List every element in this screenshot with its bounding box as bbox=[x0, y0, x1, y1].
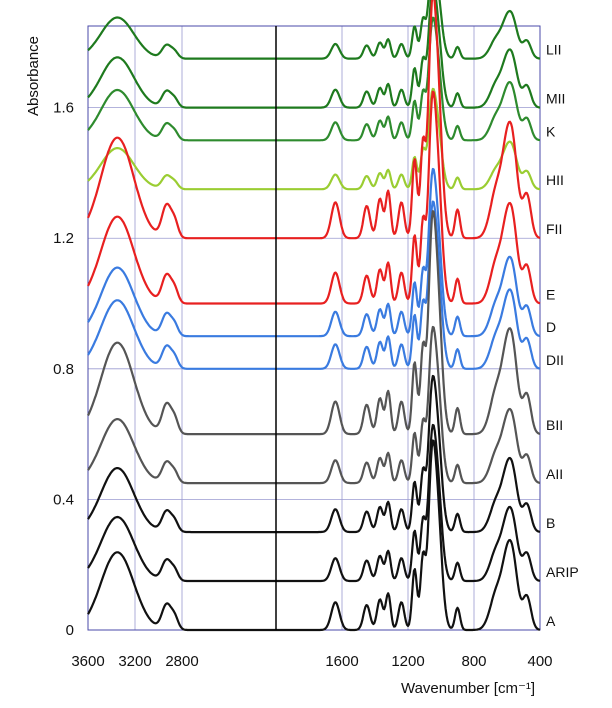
series-line-aii bbox=[87, 325, 541, 485]
series-label-bii: BII bbox=[546, 417, 563, 433]
y-tick-label: 0.8 bbox=[53, 361, 74, 378]
grid bbox=[88, 26, 540, 631]
series-layer bbox=[86, 0, 541, 632]
series-line-dii bbox=[87, 200, 541, 370]
series-line-a bbox=[87, 439, 541, 632]
x-tick-labels: 3600 3200 2800 1600 1200 800 400 bbox=[71, 653, 552, 670]
y-tick-label: 1.2 bbox=[53, 230, 74, 247]
series-label-lii: LII bbox=[546, 42, 562, 58]
x-tick-label: 3200 bbox=[118, 653, 151, 670]
y-axis-label: Absorbance bbox=[25, 36, 42, 116]
y-tick-label: 0 bbox=[66, 622, 74, 639]
series-label-mii: MII bbox=[546, 91, 565, 107]
series-label-arip: ARIP bbox=[546, 564, 579, 580]
series-line-e bbox=[87, 90, 541, 305]
x-tick-label: 2800 bbox=[165, 653, 198, 670]
y-tick-labels: 0 0.4 0.8 1.2 1.6 bbox=[53, 100, 74, 639]
series-line-mii bbox=[87, 0, 541, 109]
series-label-b: B bbox=[546, 515, 555, 531]
series-line-lii bbox=[87, 0, 541, 60]
series-label-k: K bbox=[546, 123, 556, 139]
x-tick-label: 3600 bbox=[71, 653, 104, 670]
series-line-fii bbox=[86, 0, 541, 240]
series-label-dii: DII bbox=[546, 352, 564, 368]
y-tick-label: 0.4 bbox=[53, 491, 74, 508]
series-label-e: E bbox=[546, 287, 555, 303]
x-axis-label: Wavenumber [cm⁻¹] bbox=[401, 680, 535, 697]
x-tick-label: 1600 bbox=[325, 653, 358, 670]
x-tick-label: 1200 bbox=[391, 653, 424, 670]
series-line-b bbox=[87, 374, 541, 534]
series-label-aii: AII bbox=[546, 466, 563, 482]
series-label-fii: FII bbox=[546, 221, 562, 237]
series-line-d bbox=[87, 167, 541, 338]
series-line-arip bbox=[87, 423, 541, 583]
series-label-hii: HII bbox=[546, 172, 564, 188]
series-label-a: A bbox=[546, 613, 556, 629]
x-tick-label: 400 bbox=[527, 653, 552, 670]
y-tick-label: 1.6 bbox=[53, 100, 74, 117]
series-line-k bbox=[87, 16, 541, 142]
series-line-bii bbox=[87, 210, 541, 436]
plot-frame bbox=[87, 25, 541, 631]
x-tick-label: 800 bbox=[461, 653, 486, 670]
series-labels: LII MII K HII FII ED DII BII AII B ARIP A bbox=[546, 42, 579, 629]
series-label-d: D bbox=[546, 319, 556, 335]
